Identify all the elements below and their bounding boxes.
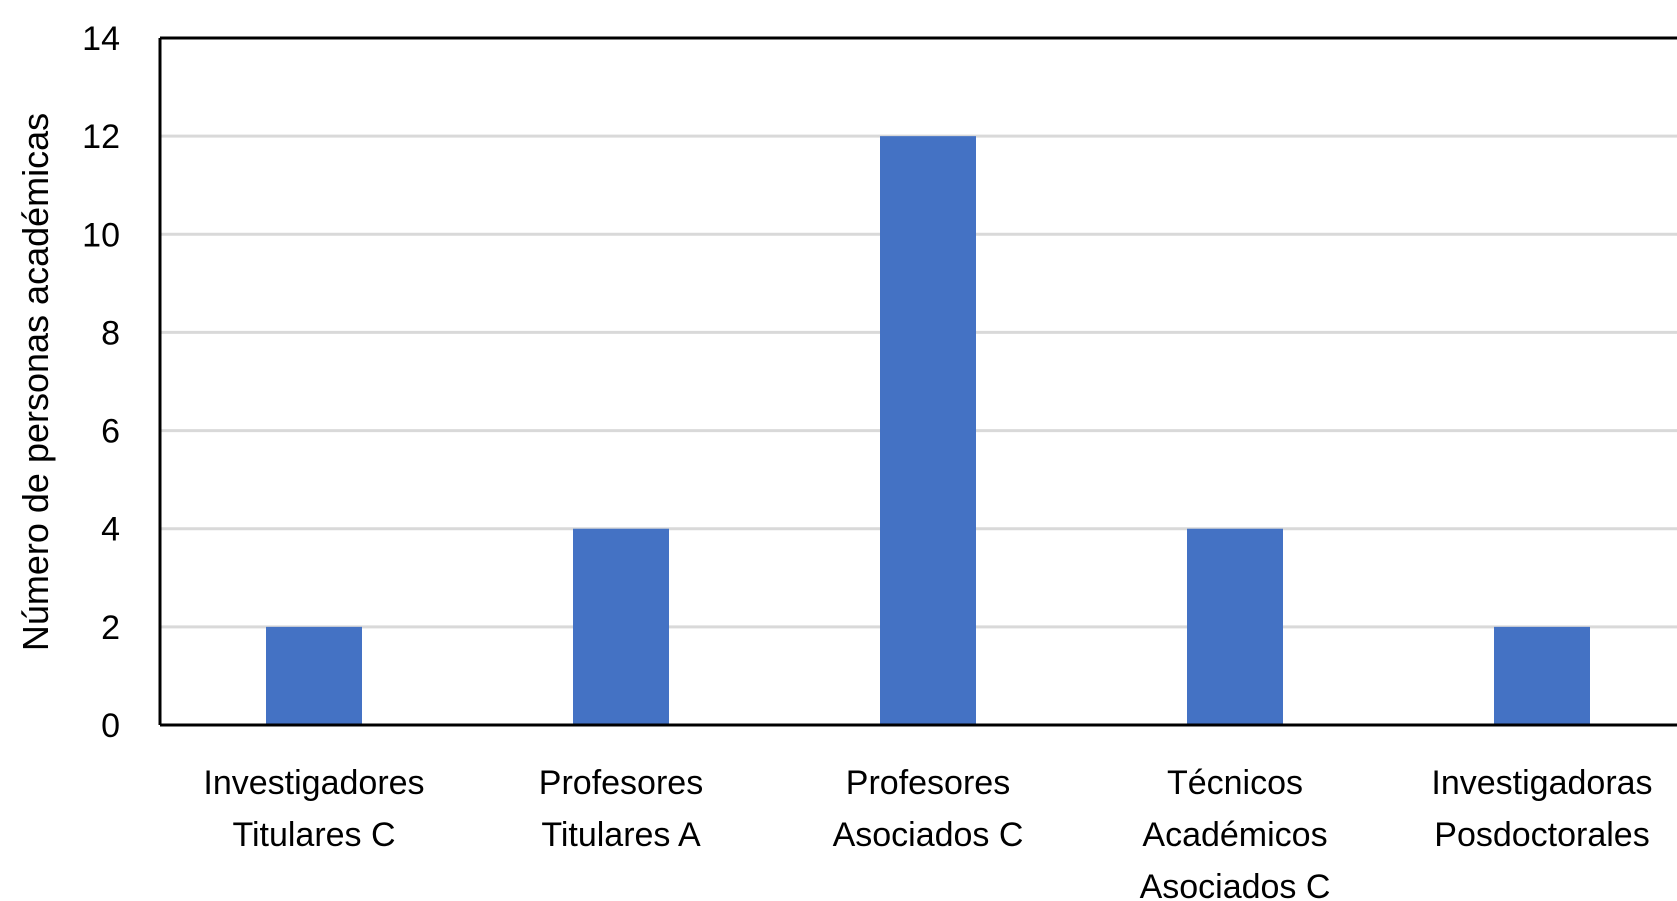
y-tick-label: 4 — [101, 511, 120, 549]
x-category-label: Investigadoras — [1431, 764, 1652, 802]
bar — [573, 529, 669, 725]
x-category-label: Técnicos — [1167, 764, 1303, 802]
y-axis-title: Número de personas académicas — [15, 113, 56, 651]
y-tick-label: 12 — [82, 118, 120, 156]
x-category-label: Posdoctorales — [1434, 816, 1649, 854]
y-tick-label: 8 — [101, 314, 120, 352]
bar — [1494, 627, 1590, 725]
x-category-label: Titulares A — [541, 816, 701, 854]
y-tick-label: 2 — [101, 609, 120, 647]
bar — [880, 136, 976, 725]
y-tick-labels: 0 2 4 6 8 10 12 14 — [82, 20, 120, 745]
x-category-label: Profesores — [539, 764, 703, 802]
x-category-label: Profesores — [846, 764, 1010, 802]
x-category-label: Asociados C — [1140, 868, 1331, 901]
x-category-labels: Investigadores Titulares C Profesores Titul… — [203, 764, 1652, 901]
bar — [1187, 529, 1283, 725]
y-tick-label: 14 — [82, 20, 120, 58]
x-category-label: Asociados C — [833, 816, 1024, 854]
x-category-label: Académicos — [1142, 816, 1327, 854]
y-tick-label: 10 — [82, 216, 120, 254]
y-tick-label: 6 — [101, 413, 120, 451]
x-category-label: Investigadores — [203, 764, 424, 802]
x-category-label: Titulares C — [232, 816, 395, 854]
y-tick-label: 0 — [101, 707, 120, 745]
bar — [266, 627, 362, 725]
